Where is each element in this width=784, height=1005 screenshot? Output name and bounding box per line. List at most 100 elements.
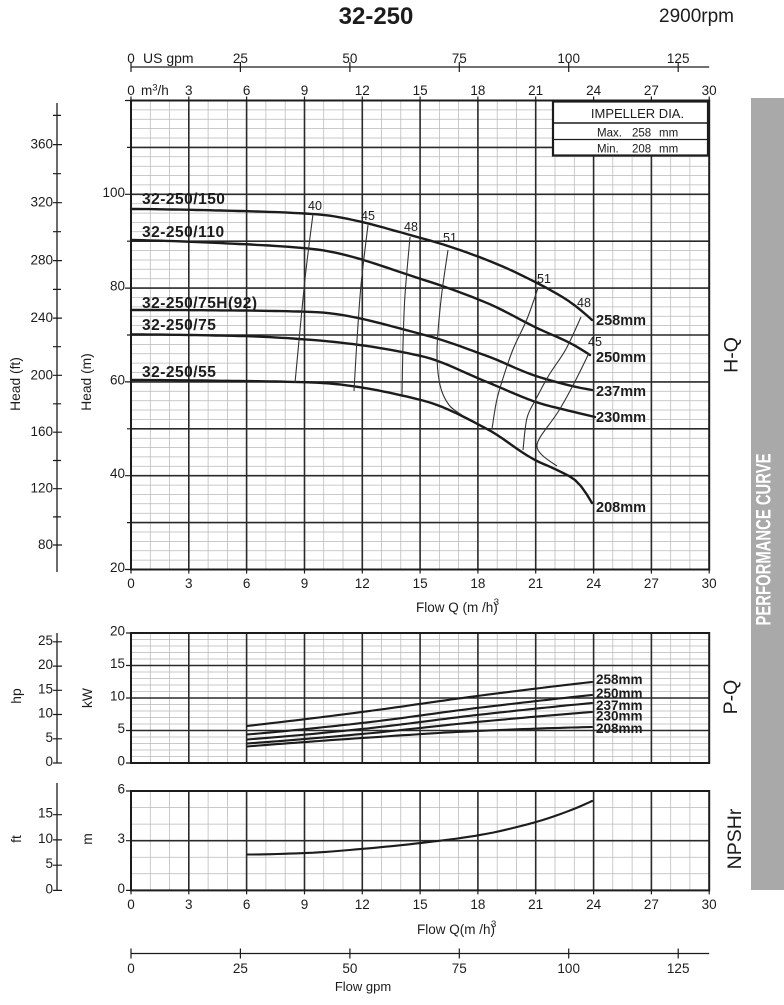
- svg-text:0: 0: [117, 754, 125, 769]
- svg-text:25: 25: [233, 51, 248, 66]
- svg-text:12: 12: [355, 897, 370, 912]
- svg-text:12: 12: [355, 83, 370, 98]
- svg-text:IMPELLER DIA.: IMPELLER DIA.: [591, 106, 684, 121]
- svg-text:45: 45: [588, 335, 602, 349]
- svg-text:30: 30: [702, 576, 717, 591]
- svg-text:0: 0: [127, 51, 135, 66]
- svg-text:3: 3: [185, 897, 193, 912]
- svg-text:5: 5: [45, 730, 53, 745]
- svg-text:80: 80: [110, 279, 125, 294]
- svg-text:Head (ft): Head (ft): [8, 357, 23, 411]
- svg-text:0: 0: [127, 83, 135, 98]
- svg-text:45: 45: [361, 209, 375, 223]
- svg-text:0: 0: [45, 881, 53, 896]
- svg-text:hp: hp: [9, 688, 24, 704]
- svg-text:mm: mm: [659, 128, 678, 140]
- svg-text:125: 125: [667, 961, 690, 976]
- svg-text:20: 20: [38, 657, 53, 672]
- svg-text:237mm: 237mm: [596, 384, 646, 400]
- svg-text:125: 125: [667, 51, 690, 66]
- svg-text:3: 3: [185, 576, 193, 591]
- svg-text:240: 240: [30, 310, 53, 325]
- svg-text:230mm: 230mm: [596, 410, 646, 426]
- svg-text:PERFORMANCE CURVE: PERFORMANCE CURVE: [753, 454, 776, 626]
- svg-text:20: 20: [110, 624, 125, 639]
- svg-text:51: 51: [537, 272, 551, 286]
- svg-text:12: 12: [355, 576, 370, 591]
- svg-text:60: 60: [110, 372, 125, 387]
- svg-text:Head (m): Head (m): [79, 353, 94, 411]
- svg-text:100: 100: [557, 51, 580, 66]
- svg-text:48: 48: [577, 296, 591, 310]
- svg-text:6: 6: [243, 897, 251, 912]
- svg-text:250mm: 250mm: [596, 350, 646, 366]
- svg-text:9: 9: [301, 897, 309, 912]
- svg-text:360: 360: [30, 137, 53, 152]
- svg-text:18: 18: [470, 83, 485, 98]
- svg-text:H-Q: H-Q: [721, 337, 743, 373]
- svg-text:15: 15: [38, 681, 53, 696]
- svg-text:18: 18: [470, 897, 485, 912]
- svg-text:6: 6: [243, 576, 251, 591]
- svg-text:237mm: 237mm: [596, 698, 643, 713]
- svg-text:15: 15: [413, 576, 428, 591]
- svg-text:10: 10: [110, 689, 125, 704]
- svg-text:75: 75: [452, 51, 467, 66]
- svg-text:US gpm: US gpm: [143, 50, 194, 66]
- svg-text:6: 6: [243, 83, 251, 98]
- svg-text:24: 24: [586, 83, 602, 98]
- svg-text:21: 21: [528, 576, 543, 591]
- svg-text:m3/h: m3/h: [141, 83, 169, 99]
- svg-text:50: 50: [342, 51, 357, 66]
- svg-text:0: 0: [127, 961, 135, 976]
- svg-text:250mm: 250mm: [596, 686, 643, 701]
- svg-text:50: 50: [342, 961, 357, 976]
- svg-text:230mm: 230mm: [596, 709, 643, 724]
- svg-text:3: 3: [117, 831, 125, 846]
- svg-text:40: 40: [110, 466, 125, 481]
- svg-text:32-250/110: 32-250/110: [142, 224, 225, 241]
- svg-text:48: 48: [404, 220, 418, 234]
- svg-text:NPSHr: NPSHr: [724, 808, 746, 869]
- svg-text:5: 5: [45, 856, 53, 871]
- svg-text:6: 6: [117, 782, 125, 797]
- svg-text:258: 258: [632, 128, 651, 140]
- svg-text:mm: mm: [659, 144, 678, 156]
- svg-text:32-250/150: 32-250/150: [142, 191, 225, 208]
- svg-text:208mm: 208mm: [596, 500, 646, 516]
- svg-text:9: 9: [301, 576, 309, 591]
- svg-text:0: 0: [127, 576, 135, 591]
- svg-text:258mm: 258mm: [596, 313, 646, 329]
- svg-text:5: 5: [117, 721, 125, 736]
- svg-text:0: 0: [117, 881, 125, 896]
- svg-text:20: 20: [110, 560, 125, 575]
- svg-text:30: 30: [702, 897, 717, 912]
- svg-text:24: 24: [586, 576, 602, 591]
- svg-text:120: 120: [30, 481, 53, 496]
- svg-text:9: 9: [301, 83, 309, 98]
- svg-text:Max.: Max.: [597, 128, 622, 140]
- svg-text:200: 200: [30, 367, 53, 382]
- svg-text:kW: kW: [80, 688, 95, 708]
- svg-text:m: m: [80, 833, 95, 845]
- svg-text:10: 10: [38, 831, 53, 846]
- svg-text:0: 0: [127, 897, 135, 912]
- svg-text:2900rpm: 2900rpm: [659, 6, 734, 27]
- svg-text:15: 15: [110, 656, 125, 671]
- svg-text:160: 160: [30, 424, 53, 439]
- svg-text:Flow Q(m /h)3: Flow Q(m /h)3: [417, 919, 496, 937]
- svg-text:27: 27: [644, 576, 659, 591]
- svg-text:30: 30: [702, 83, 717, 98]
- svg-text:3: 3: [185, 83, 193, 98]
- svg-text:21: 21: [528, 897, 543, 912]
- svg-text:15: 15: [38, 806, 53, 821]
- svg-text:P-Q: P-Q: [720, 680, 742, 715]
- svg-text:32-250/55: 32-250/55: [142, 364, 216, 381]
- svg-text:18: 18: [470, 576, 485, 591]
- svg-text:100: 100: [557, 961, 580, 976]
- svg-text:208: 208: [632, 144, 651, 156]
- svg-text:80: 80: [38, 537, 53, 552]
- svg-text:0: 0: [45, 754, 53, 769]
- svg-text:280: 280: [30, 253, 53, 268]
- svg-text:21: 21: [528, 83, 543, 98]
